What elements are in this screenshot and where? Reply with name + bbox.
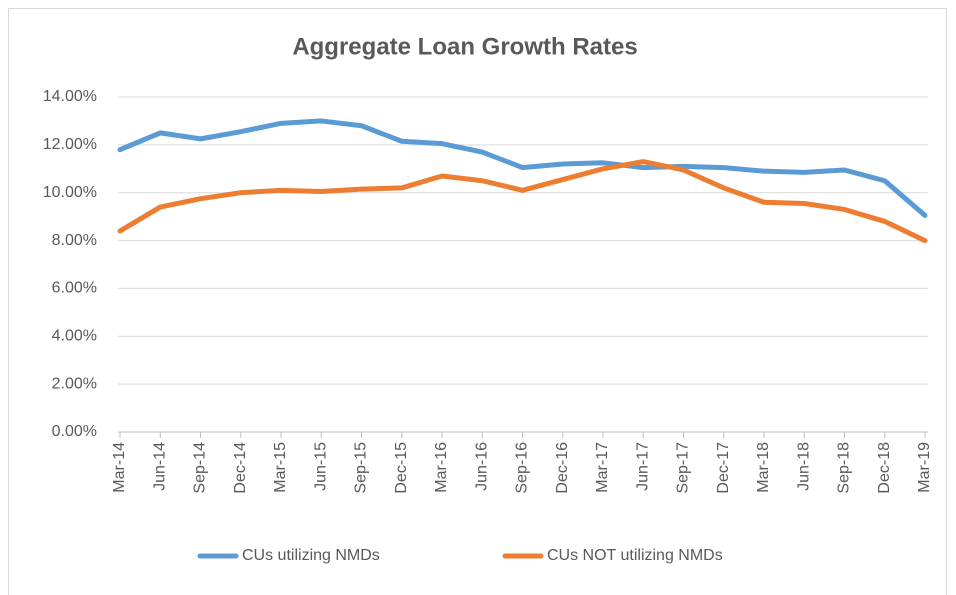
series-line [117, 118, 928, 218]
x-tick-label: Mar-16 [433, 442, 450, 493]
y-tick-label: 6.00% [52, 280, 97, 297]
chart-frame [8, 8, 947, 595]
x-tick-label: Jun-17 [634, 442, 651, 491]
y-tick-label: 0.00% [52, 423, 97, 440]
y-tick-label: 14.00% [43, 88, 97, 105]
y-tick-label: 4.00% [52, 328, 97, 345]
x-tick-label: Sep-17 [675, 442, 692, 494]
x-tick-label: Sep-16 [514, 442, 531, 494]
chart-title: Aggregate Loan Growth Rates [292, 33, 637, 60]
y-tick-label: 12.00% [43, 136, 97, 153]
x-tick-label: Dec-14 [232, 442, 249, 494]
x-tick-label: Sep-14 [192, 442, 209, 494]
series-line [117, 159, 928, 244]
x-tick-label: Jun-15 [312, 442, 329, 491]
y-tick-label: 10.00% [43, 184, 97, 201]
x-tick-label: Jun-16 [473, 442, 490, 491]
x-tick-label: Mar-14 [111, 442, 128, 493]
y-tick-label: 2.00% [52, 375, 97, 392]
x-tick-label: Dec-15 [393, 442, 410, 494]
x-tick-label: Mar-18 [755, 442, 772, 493]
x-tick-label: Jun-18 [795, 442, 812, 491]
x-tick-label: Dec-18 [876, 442, 893, 494]
x-tick-label: Mar-17 [594, 442, 611, 493]
x-tick-label: Sep-15 [353, 442, 370, 494]
x-tick-label: Sep-18 [836, 442, 853, 494]
x-tick-label: Jun-14 [151, 442, 168, 491]
x-tick-label: Dec-17 [715, 442, 732, 494]
legend-label: CUs utilizing NMDs [242, 547, 380, 564]
x-tick-label: Dec-16 [554, 442, 571, 494]
x-tick-label: Mar-15 [272, 442, 289, 493]
legend-label: CUs NOT utilizing NMDs [547, 547, 723, 564]
y-tick-label: 8.00% [52, 232, 97, 249]
x-tick-label: Mar-19 [916, 442, 933, 493]
